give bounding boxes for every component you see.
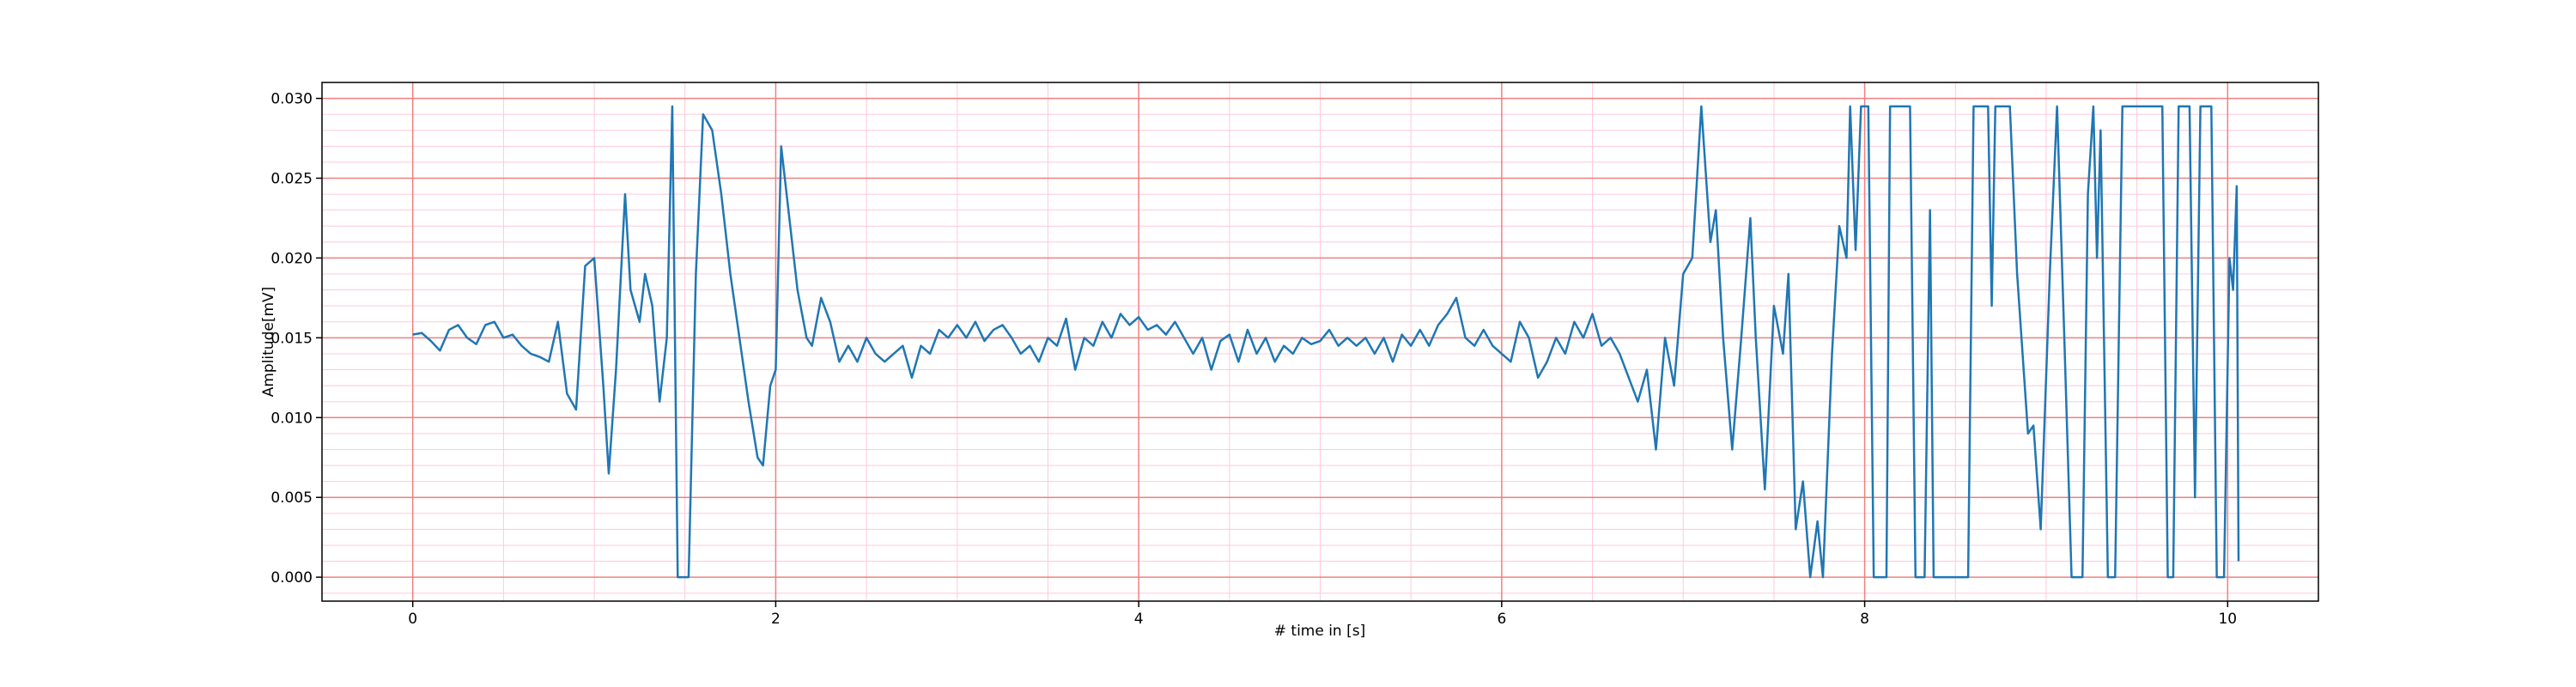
x-tick-label: 2 xyxy=(771,611,781,628)
y-tick-label: 0.030 xyxy=(270,91,313,108)
x-axis-label: # time in [s] xyxy=(1274,623,1365,640)
x-tick-label: 8 xyxy=(1860,611,1869,628)
plot-frame xyxy=(321,82,2319,602)
x-tick-label: 10 xyxy=(2218,611,2237,628)
y-axis-label: Amplitude[mV] xyxy=(260,287,277,398)
x-tick-label: 0 xyxy=(408,611,417,628)
x-tick-label: 6 xyxy=(1497,611,1506,628)
y-tick-label: 0.025 xyxy=(270,171,313,188)
x-tick-label: 4 xyxy=(1134,611,1144,628)
y-tick-label: 0.010 xyxy=(270,410,313,427)
y-tick-label: 0.015 xyxy=(270,330,313,347)
y-tick-label: 0.005 xyxy=(270,489,313,507)
y-tick-label: 0.000 xyxy=(270,569,313,587)
y-tick-label: 0.020 xyxy=(270,250,313,267)
signal-line xyxy=(412,105,2240,579)
